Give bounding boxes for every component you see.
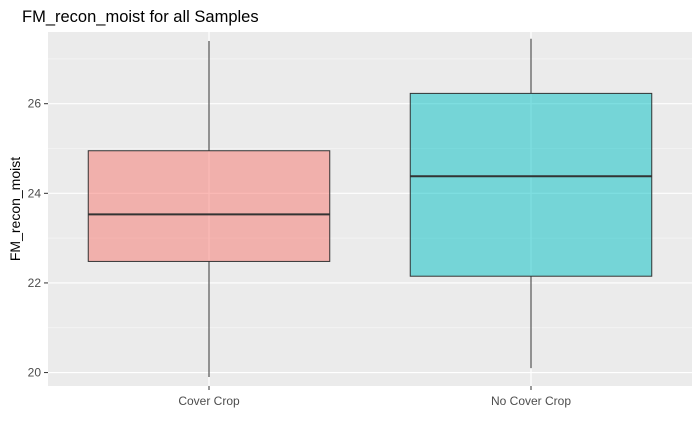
- y-tick-label: 26: [28, 97, 42, 111]
- x-tick-label: No Cover Crop: [491, 394, 571, 408]
- y-tick-label: 24: [28, 186, 42, 200]
- box-2: [409, 38, 653, 369]
- box-1: [87, 40, 331, 378]
- box-iqr: [409, 92, 653, 277]
- y-axis-title: FM_recon_moist: [7, 157, 23, 261]
- x-tick-label: Cover Crop: [178, 394, 240, 408]
- axes: 20 22 24 26 Cover Crop No Cover Crop: [28, 97, 572, 408]
- y-tick-label: 22: [28, 276, 42, 290]
- box-iqr: [87, 150, 331, 262]
- chart-title: FM_recon_moist for all Samples: [22, 8, 259, 26]
- y-tick-label: 20: [28, 366, 42, 380]
- box-layer: [87, 38, 653, 378]
